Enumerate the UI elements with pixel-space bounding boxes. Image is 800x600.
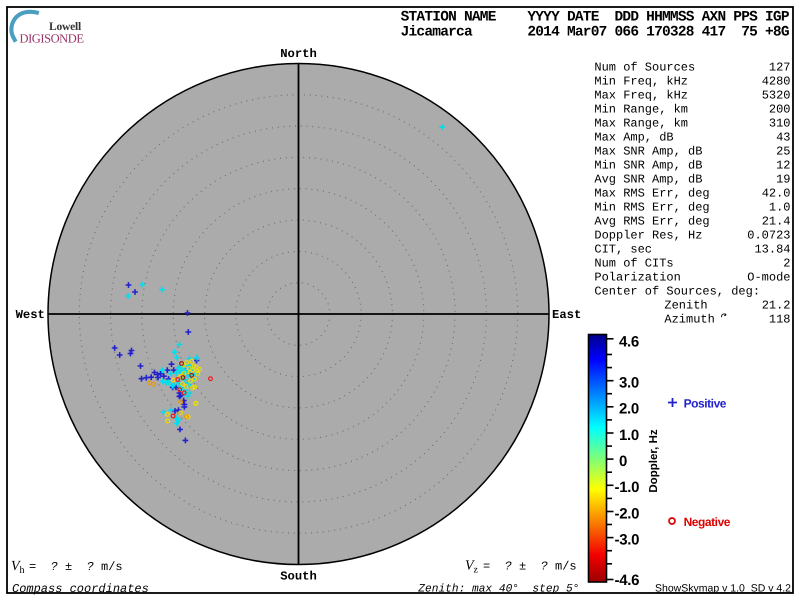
svg-text:South: South — [280, 570, 317, 584]
svg-text:21.2: 21.2 — [762, 298, 791, 312]
svg-text:Max Range, km: Max Range, km — [594, 116, 688, 130]
svg-text:21.4: 21.4 — [762, 214, 791, 228]
svg-text:13.84: 13.84 — [754, 242, 790, 256]
svg-text:North: North — [280, 47, 317, 61]
svg-text:-1.0: -1.0 — [615, 479, 640, 496]
svg-text:Negative: Negative — [684, 515, 731, 529]
svg-text:Azimuth: Azimuth — [664, 312, 714, 326]
svg-text:200: 200 — [769, 102, 791, 116]
svg-text:Compass coordinates: Compass coordinates — [12, 582, 149, 596]
svg-text:h: h — [20, 565, 25, 576]
svg-text:1.0: 1.0 — [769, 200, 791, 214]
svg-text:19: 19 — [776, 172, 790, 186]
svg-text:Min Range, km: Min Range, km — [594, 102, 688, 116]
svg-text:Zenith: max 40° step 5°: Zenith: max 40° step 5° — [417, 582, 579, 595]
svg-text:Max Freq, kHz: Max Freq, kHz — [594, 88, 688, 102]
svg-text:V: V — [465, 559, 475, 574]
svg-text:Num of Sources: Num of Sources — [594, 60, 695, 74]
svg-text:Min SNR Amp, dB: Min SNR Amp, dB — [594, 158, 702, 172]
svg-text:DIGISONDE: DIGISONDE — [20, 32, 85, 46]
svg-text:Positive: Positive — [684, 397, 727, 411]
svg-text:Max Amp, dB: Max Amp, dB — [594, 130, 673, 144]
svg-text:= ? ± ? m/s: = ? ± ? m/s — [29, 560, 123, 574]
svg-text:-4.6: -4.6 — [615, 572, 640, 589]
svg-text:4.6: 4.6 — [619, 333, 639, 350]
svg-text:Zenith: Zenith — [664, 298, 707, 312]
svg-text:3.0: 3.0 — [619, 375, 639, 392]
svg-text:Doppler, Hz: Doppler, Hz — [648, 429, 660, 493]
svg-text:West: West — [16, 308, 45, 322]
svg-text:Lowell: Lowell — [49, 21, 81, 33]
svg-text:5320: 5320 — [762, 88, 791, 102]
svg-text:Min Freq, kHz: Min Freq, kHz — [594, 74, 688, 88]
svg-text:-2.0: -2.0 — [615, 505, 640, 522]
svg-text:Polarization: Polarization — [594, 270, 680, 284]
svg-text:z: z — [474, 565, 479, 576]
svg-text:ShowSkymap v 1.0 SD v 4.2: ShowSkymap v 1.0 SD v 4.2 — [655, 582, 791, 594]
svg-text:Jicamarca 2014 Mar07 066: Jicamarca 2014 Mar07 066 170328 417 75 +… — [401, 24, 789, 40]
svg-text:Doppler Res, Hz: Doppler Res, Hz — [594, 228, 702, 242]
svg-text:STATION NAME YYYY DATE DDD: STATION NAME YYYY DATE DDD HHMMSS AXN PP… — [401, 9, 790, 25]
svg-text:2.0: 2.0 — [619, 401, 639, 418]
svg-text:Max SNR Amp, dB: Max SNR Amp, dB — [594, 144, 702, 158]
svg-text:-3.0: -3.0 — [615, 531, 640, 548]
svg-text:1.0: 1.0 — [619, 427, 639, 444]
svg-text:0: 0 — [619, 453, 627, 470]
svg-text:Num of CITs: Num of CITs — [594, 256, 673, 270]
svg-text:= ? ± ? m/s: = ? ± ? m/s — [483, 560, 577, 574]
svg-text:25: 25 — [776, 144, 790, 158]
svg-text:Min RMS Err, deg: Min RMS Err, deg — [594, 200, 709, 214]
svg-text:O-mode: O-mode — [747, 270, 790, 284]
svg-text:127: 127 — [769, 60, 791, 74]
svg-text:118: 118 — [769, 312, 791, 326]
svg-text:East: East — [552, 308, 581, 322]
svg-text:Avg RMS Err, deg: Avg RMS Err, deg — [594, 214, 709, 228]
svg-text:12: 12 — [776, 158, 790, 172]
svg-text:CIT, sec: CIT, sec — [594, 242, 652, 256]
svg-text:4280: 4280 — [762, 74, 791, 88]
svg-text:Center of Sources, deg:: Center of Sources, deg: — [594, 284, 760, 298]
svg-text:2: 2 — [783, 256, 790, 270]
svg-text:Max RMS Err, deg: Max RMS Err, deg — [594, 186, 709, 200]
svg-text:0.0723: 0.0723 — [747, 228, 790, 242]
svg-text:V: V — [11, 559, 21, 574]
svg-text:42.0: 42.0 — [762, 186, 791, 200]
svg-text:43: 43 — [776, 130, 790, 144]
svg-text:310: 310 — [769, 116, 791, 130]
svg-text:Avg SNR Amp, dB: Avg SNR Amp, dB — [594, 172, 702, 186]
